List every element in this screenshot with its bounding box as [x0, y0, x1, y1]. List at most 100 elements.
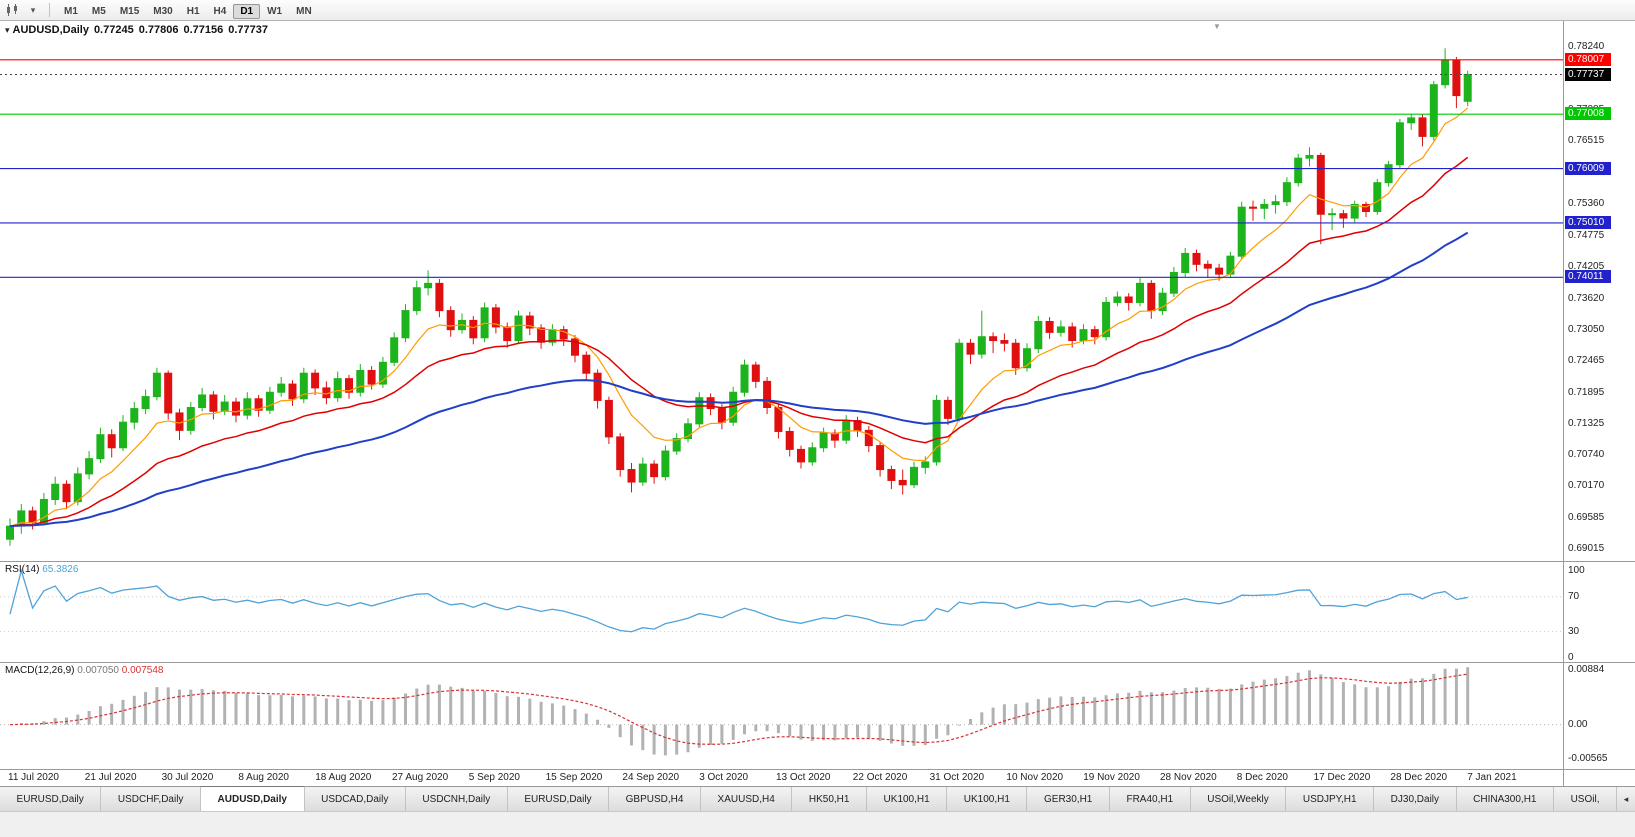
last-price-badge: 0.77737 — [1565, 67, 1611, 81]
price-line-badge: 0.74011 — [1565, 270, 1611, 284]
rsi-axis-tick: 0 — [1568, 651, 1574, 663]
time-axis-label: 5 Sep 2020 — [468, 772, 520, 783]
time-axis-label: 28 Nov 2020 — [1160, 772, 1217, 783]
price-axis-tick: 0.75360 — [1568, 197, 1605, 209]
toolbar-separator — [49, 3, 50, 17]
chart-tabs-bar: EURUSD,Daily USDCHF,Daily AUDUSD,Daily USDC… — [0, 786, 1635, 811]
chart-tab-china300-h1[interactable]: CHINA300,H1 — [1456, 787, 1555, 811]
price-line-badge: 0.75010 — [1565, 215, 1611, 229]
time-axis-label: 10 Nov 2020 — [1006, 772, 1064, 783]
rsi-axis-tick: 30 — [1568, 625, 1580, 637]
chart-tab-usdcad-daily[interactable]: USDCAD,Daily — [304, 787, 406, 811]
macd-axis-tick: 0.00 — [1568, 718, 1588, 730]
price-line-badge: 0.78007 — [1565, 52, 1611, 66]
rsi-axis-tick: 100 — [1568, 564, 1585, 576]
timeframe-button-h1[interactable]: H1 — [186, 6, 200, 17]
macd-chart-canvas[interactable] — [0, 663, 1563, 769]
chart-tab-audusd-daily[interactable]: AUDUSD,Daily — [200, 786, 305, 811]
timeframe-button-m1[interactable]: M1 — [64, 6, 78, 17]
timeframe-button-w1[interactable]: W1 — [267, 6, 283, 17]
open-value: 0.77245 — [93, 24, 134, 36]
time-axis-label: 22 Oct 2020 — [852, 772, 908, 783]
price-axis-tick: 0.70170 — [1568, 480, 1605, 492]
tab-scroll-left-button[interactable]: ◂ — [1617, 787, 1635, 811]
chart-tab-hk50-h1[interactable]: HK50,H1 — [792, 787, 867, 811]
chart-tab-dj30-daily[interactable]: DJ30,Daily — [1374, 787, 1457, 811]
time-axis-label: 7 Jan 2021 — [1467, 772, 1517, 783]
rsi-axis-tick: 70 — [1568, 590, 1580, 602]
time-axis-label: 17 Dec 2020 — [1313, 772, 1371, 783]
time-axis-label: 21 Jul 2020 — [84, 772, 137, 783]
rsi-chart-canvas[interactable] — [0, 562, 1563, 662]
time-axis-label: 19 Nov 2020 — [1083, 772, 1140, 783]
rsi-axis: 100 70 30 0 — [1564, 562, 1635, 663]
rsi-value: 65.3826 — [42, 564, 79, 575]
time-axis-label: 11 Jul 2020 — [8, 772, 59, 783]
chart-tab-fra40-h1[interactable]: FRA40,H1 — [1109, 787, 1191, 811]
macd-axis: 0.00884 0.00 -0.00565 — [1564, 663, 1635, 769]
chart-tab-uk100-h1[interactable]: UK100,H1 — [947, 787, 1028, 811]
chart-dropdown-caret-icon[interactable]: ▾ — [30, 4, 36, 15]
low-value: 0.77156 — [183, 24, 224, 36]
timeframe-button-h4[interactable]: H4 — [213, 6, 227, 17]
chart-tab-usdcnh-daily[interactable]: USDCNH,Daily — [405, 787, 508, 811]
high-value: 0.77806 — [138, 24, 179, 36]
time-axis-label: 30 Jul 2020 — [161, 772, 214, 783]
time-axis-label: 3 Oct 2020 — [699, 772, 749, 783]
timeframe-button-m15[interactable]: M15 — [119, 6, 140, 17]
rsi-pane: RSI(14) 65.3826 100 70 30 0 — [0, 562, 1635, 663]
chart-tab-ger30-h1[interactable]: GER30,H1 — [1027, 787, 1110, 811]
chart-tab-eurusd-daily[interactable]: EURUSD,Daily — [0, 787, 102, 811]
timeframe-button-m30[interactable]: M30 — [153, 6, 173, 17]
macd-label: MACD(12,26,9) — [5, 665, 75, 676]
price-axis-tick: 0.71325 — [1568, 417, 1605, 429]
pane-splitter[interactable] — [0, 769, 1635, 770]
timeframe-toolbar: ▾ M1 M5 M15 M30 H1 H4 D1 W1 MN — [0, 0, 1635, 21]
price-axis-tick: 0.76515 — [1568, 135, 1605, 147]
chart-type-icon[interactable] — [4, 2, 22, 19]
chart-shift-marker-icon[interactable]: ▼ — [1213, 22, 1221, 31]
time-axis-label: 15 Sep 2020 — [545, 772, 603, 783]
price-axis-tick: 0.73620 — [1568, 292, 1605, 304]
symbol-caret-icon[interactable]: ▾ — [5, 25, 10, 35]
time-axis-label: 27 Aug 2020 — [392, 772, 449, 783]
chart-tab-usdjpy-h1[interactable]: USDJPY,H1 — [1286, 787, 1375, 811]
price-axis-tick: 0.70740 — [1568, 449, 1605, 461]
time-axis-label: 31 Oct 2020 — [929, 772, 985, 783]
price-axis-tick: 0.73050 — [1568, 323, 1605, 335]
status-bar — [0, 811, 1635, 837]
chart-tab-usoil-weekly[interactable]: USOil,Weekly — [1190, 787, 1287, 811]
price-line-badge: 0.76009 — [1565, 161, 1611, 175]
price-axis-tick: 0.74205 — [1568, 260, 1605, 272]
candlestick-glyph — [7, 4, 17, 16]
macd-axis-tick: 0.00884 — [1568, 664, 1605, 676]
time-axis-label: 28 Dec 2020 — [1390, 772, 1448, 783]
chart-tab-usdchf-daily[interactable]: USDCHF,Daily — [101, 787, 201, 811]
chart-tab-xauusd-h4[interactable]: XAUUSD,H4 — [700, 787, 793, 811]
chart-tab-usoil[interactable]: USOil, — [1554, 787, 1618, 811]
chart-window: ▾ AUDUSD,Daily 0.77245 0.77806 0.77156 0.7773… — [0, 21, 1635, 786]
time-axis-label: 24 Sep 2020 — [622, 772, 680, 783]
pane-splitter[interactable] — [0, 662, 1635, 663]
price-axis: 0.782400.776700.770850.765150.759300.753… — [1564, 21, 1635, 561]
chart-tab-eurusd-daily[interactable]: EURUSD,Daily — [507, 787, 610, 811]
macd-pane: MACD(12,26,9) 0.007050 0.007548 0.00884 0… — [0, 663, 1635, 769]
time-axis-label: 8 Aug 2020 — [238, 772, 289, 783]
macd-axis-tick: -0.00565 — [1568, 753, 1608, 765]
chart-tab-gbpusd-h4[interactable]: GBPUSD,H4 — [609, 787, 701, 811]
macd-main-value: 0.007050 — [77, 665, 119, 676]
price-axis-tick: 0.78240 — [1568, 41, 1605, 53]
time-axis-label: 18 Aug 2020 — [315, 772, 372, 783]
chart-tab-uk100-h1[interactable]: UK100,H1 — [867, 787, 948, 811]
price-chart-canvas[interactable] — [0, 21, 1563, 561]
timeframe-button-m5[interactable]: M5 — [91, 6, 106, 17]
price-axis-tick: 0.69585 — [1568, 512, 1605, 524]
pane-splitter[interactable] — [0, 561, 1635, 562]
time-axis-label: 8 Dec 2020 — [1236, 772, 1288, 783]
timeframe-button-d1[interactable]: D1 — [233, 4, 261, 19]
timeframe-buttons-group: M1 M5 M15 M30 H1 H4 D1 W1 MN — [57, 1, 319, 19]
rsi-header: RSI(14) 65.3826 — [5, 564, 78, 575]
axis-separator-line — [1563, 21, 1564, 786]
timeframe-button-mn[interactable]: MN — [296, 6, 312, 17]
